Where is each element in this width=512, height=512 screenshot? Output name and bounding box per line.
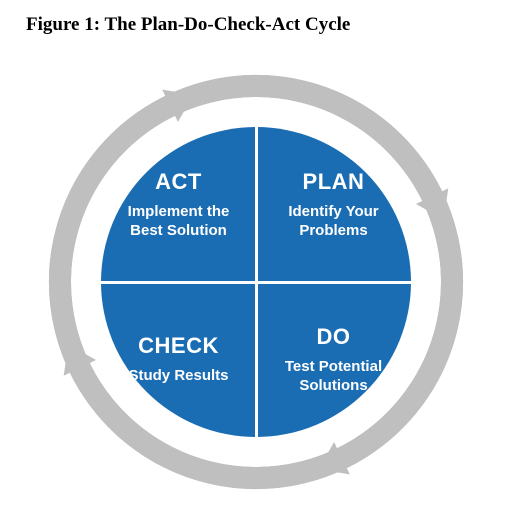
quadrant-plan: PLAN Identify Your Problems (256, 127, 411, 282)
quadrant-plan-title: PLAN (303, 169, 365, 195)
quadrant-do: DO Test Potential Solutions (256, 282, 411, 437)
pdca-circle: ACT Implement the Best Solution PLAN Ide… (101, 127, 411, 437)
quadrant-check: CHECK Study Results (101, 282, 256, 437)
quadrant-act-subtitle: Implement the Best Solution (119, 203, 238, 241)
quadrant-act-title: ACT (155, 169, 202, 195)
quadrant-check-subtitle: Study Results (128, 367, 228, 386)
divider-vertical (255, 127, 258, 437)
figure-title: Figure 1: The Plan-Do-Check-Act Cycle (26, 14, 350, 36)
quadrant-do-title: DO (317, 324, 351, 350)
quadrant-plan-subtitle: Identify Your Problems (274, 203, 393, 241)
quadrant-check-title: CHECK (138, 333, 219, 359)
quadrant-act: ACT Implement the Best Solution (101, 127, 256, 282)
diagram-stage: ACT Implement the Best Solution PLAN Ide… (0, 50, 512, 512)
quadrant-do-subtitle: Test Potential Solutions (274, 358, 393, 396)
